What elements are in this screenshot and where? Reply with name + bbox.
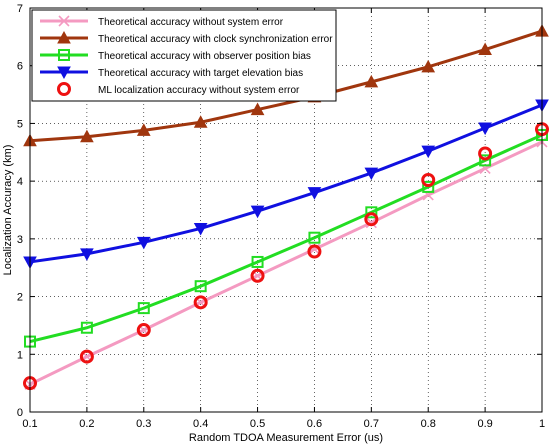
series-line bbox=[29, 29, 543, 143]
data-point bbox=[364, 212, 379, 227]
legend-label: Theoretical accuracy with target elevati… bbox=[98, 68, 303, 79]
data-point bbox=[193, 115, 208, 128]
y-tick-label: 6 bbox=[17, 61, 23, 73]
data-point bbox=[421, 59, 436, 73]
legend-marker bbox=[57, 82, 71, 96]
legend-marker bbox=[57, 66, 71, 80]
x-tick-label: 0.3 bbox=[136, 418, 151, 430]
data-point bbox=[136, 236, 151, 250]
data-point bbox=[194, 280, 207, 293]
data-point bbox=[364, 74, 379, 88]
series-line bbox=[29, 103, 543, 264]
series-2 bbox=[23, 24, 549, 147]
legend-item: Theoretical accuracy with target elevati… bbox=[40, 66, 303, 80]
marker-stroke bbox=[365, 217, 377, 229]
data-point bbox=[137, 302, 150, 315]
legend-label: ML localization accuracy without system … bbox=[98, 85, 300, 96]
data-point bbox=[80, 321, 93, 334]
data-point bbox=[136, 323, 151, 338]
x-tick-label: 0.9 bbox=[477, 418, 492, 430]
y-tick-label: 2 bbox=[17, 292, 23, 304]
series-layer bbox=[23, 24, 549, 391]
data-point bbox=[421, 172, 436, 187]
data-point bbox=[422, 180, 435, 193]
data-point bbox=[250, 268, 265, 283]
data-point bbox=[478, 122, 492, 136]
y-tick-label: 7 bbox=[17, 3, 23, 15]
data-point bbox=[307, 244, 322, 259]
data-point bbox=[251, 255, 264, 268]
plot-frame bbox=[29, 7, 543, 413]
data-point bbox=[478, 42, 492, 56]
legend-marker bbox=[57, 30, 71, 44]
data-point bbox=[479, 154, 492, 167]
marker-stroke bbox=[58, 15, 70, 27]
y-axis-label: Localization Accuracy (km) bbox=[2, 145, 14, 276]
data-point bbox=[136, 123, 151, 136]
data-point bbox=[478, 146, 493, 161]
series-line bbox=[29, 140, 543, 386]
x-tick-label: 0.7 bbox=[364, 418, 379, 430]
data-point bbox=[79, 349, 94, 364]
series-3 bbox=[24, 128, 548, 348]
legend-label: Theoretical accuracy without system erro… bbox=[98, 17, 284, 28]
data-point bbox=[365, 206, 378, 219]
x-tick-label: 0.2 bbox=[79, 418, 94, 430]
data-point bbox=[421, 145, 436, 159]
x-tick-label: 0.5 bbox=[250, 418, 265, 430]
data-point bbox=[365, 217, 377, 229]
legend-label: Theoretical accuracy with observer posit… bbox=[98, 51, 311, 62]
y-tick-label: 1 bbox=[17, 349, 23, 361]
x-tick-label: 0.1 bbox=[22, 418, 37, 430]
y-tick-label: 5 bbox=[17, 118, 23, 130]
legend-item: Theoretical accuracy with clock synchron… bbox=[40, 30, 333, 45]
x-axis-label: Random TDOA Measurement Error (us) bbox=[189, 432, 383, 444]
data-point bbox=[80, 129, 94, 143]
x-tick-label: 1 bbox=[539, 418, 545, 430]
series-line bbox=[29, 133, 543, 344]
data-point bbox=[308, 231, 321, 244]
legend: Theoretical accuracy without system erro… bbox=[31, 9, 337, 102]
data-point bbox=[80, 248, 94, 261]
y-tick-label: 4 bbox=[17, 176, 23, 188]
data-point bbox=[250, 205, 265, 219]
data-point bbox=[193, 295, 208, 310]
x-tick-label: 0.4 bbox=[193, 418, 208, 430]
legend-label: Theoretical accuracy with clock synchron… bbox=[98, 34, 333, 45]
legend-item: ML localization accuracy without system … bbox=[57, 82, 300, 96]
data-point bbox=[364, 167, 379, 181]
legend-item: Theoretical accuracy without system erro… bbox=[40, 15, 284, 28]
x-tick-label: 0.8 bbox=[421, 418, 436, 430]
legend-item: Theoretical accuracy with observer posit… bbox=[40, 49, 311, 62]
legend-marker bbox=[58, 49, 70, 61]
x-tick-label: 0.6 bbox=[307, 418, 322, 430]
grid-lines bbox=[30, 8, 542, 412]
data-point bbox=[307, 187, 322, 200]
legend-marker bbox=[58, 15, 70, 27]
y-tick-label: 0 bbox=[17, 407, 23, 419]
data-point bbox=[250, 102, 265, 116]
data-point bbox=[193, 222, 208, 236]
y-tick-label: 3 bbox=[17, 234, 23, 246]
